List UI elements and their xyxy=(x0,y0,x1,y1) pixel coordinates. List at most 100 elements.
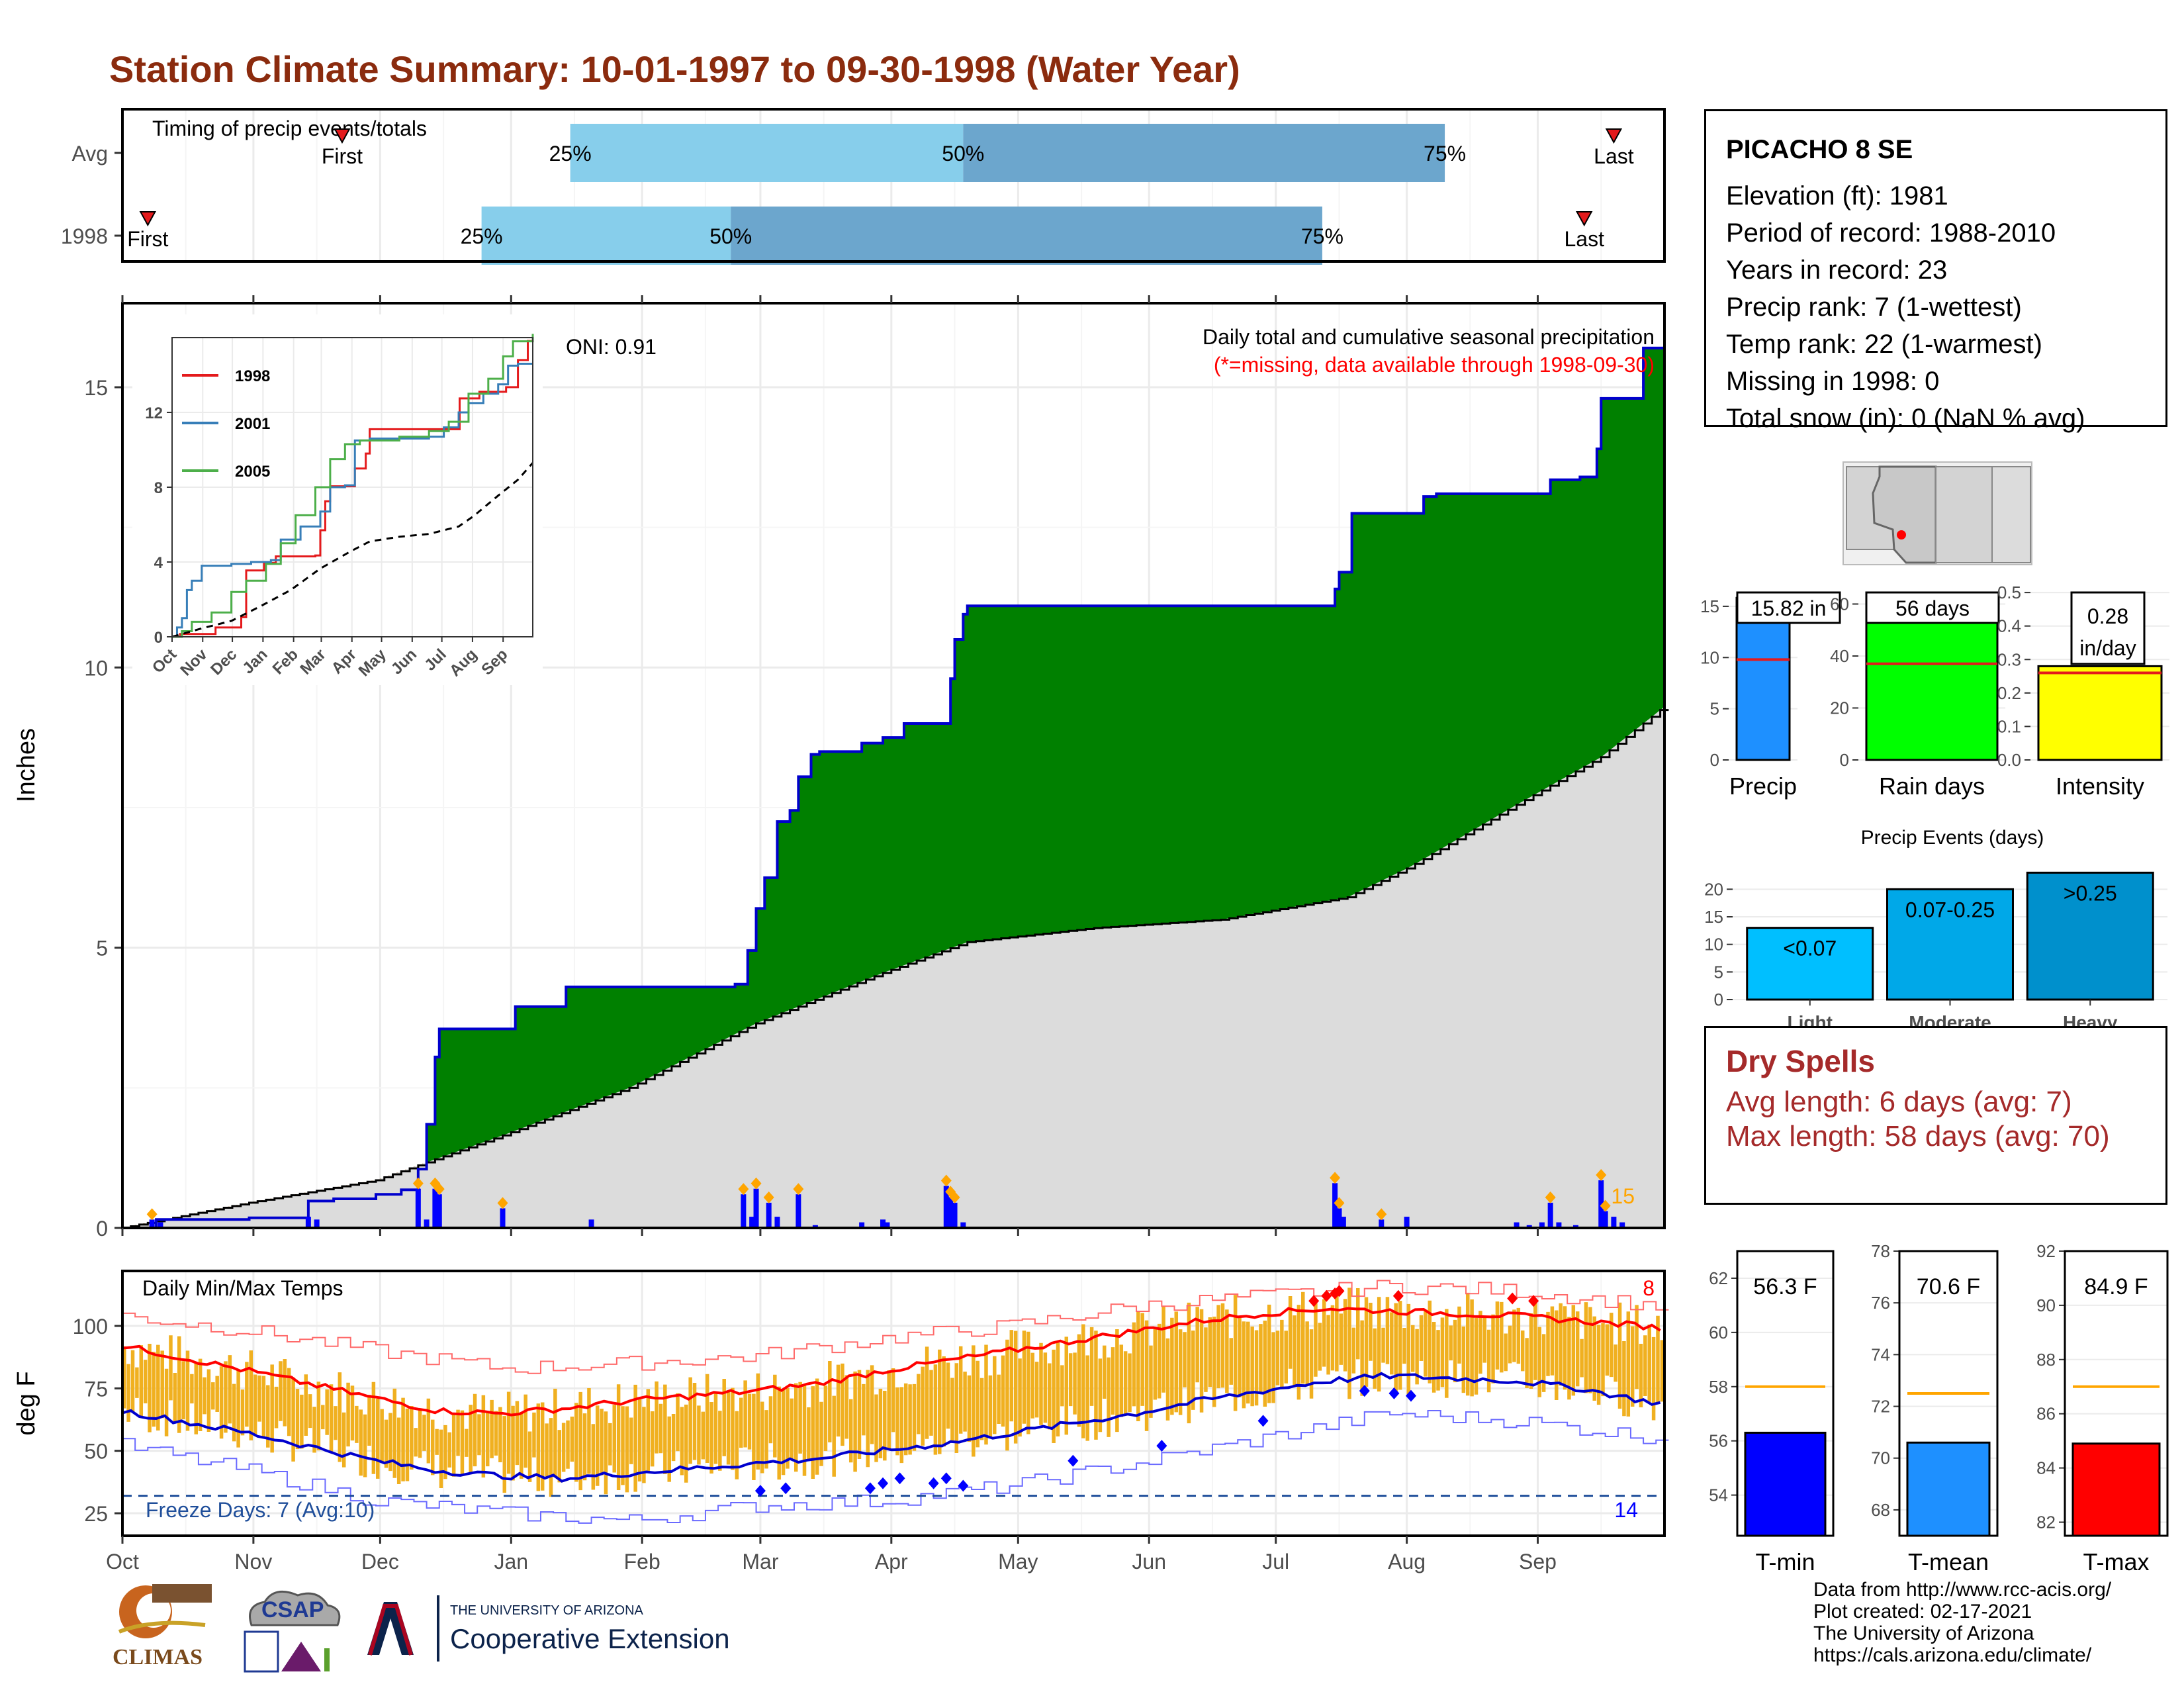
climas-logo[interactable]: CLIMAS xyxy=(106,1579,218,1678)
precip-normal-area xyxy=(122,706,1664,1228)
tsum-1-xlabel: T-mean xyxy=(1908,1548,1989,1575)
precip-daily-bar xyxy=(766,1202,772,1228)
map-texas xyxy=(1991,466,2031,563)
precip-daily-bar xyxy=(749,1217,755,1228)
timing-last-label: Last xyxy=(1594,144,1634,168)
precip-event-marker xyxy=(146,1208,158,1221)
precip-event-marker xyxy=(497,1197,508,1209)
precip-daily-bar xyxy=(314,1219,320,1228)
precip-frame xyxy=(121,302,1666,1229)
tsum-1-ytick-label: 76 xyxy=(1871,1293,1890,1313)
timing-chart: Timing of precip events/totals 25% 50% 75% F… xyxy=(61,108,1666,265)
timing-last-label: Last xyxy=(1564,227,1604,251)
temp-record-low-marker xyxy=(1405,1389,1416,1402)
csap-logo[interactable]: CSAP xyxy=(232,1585,351,1678)
events-title: Precip Events (days) xyxy=(1861,827,2044,849)
timing-bar-50-75 xyxy=(731,207,1322,265)
tsum-1-ytick-label: 72 xyxy=(1871,1397,1890,1417)
temp-ytick-label: 50 xyxy=(84,1440,108,1464)
precip-daily-bar xyxy=(943,1186,949,1228)
total-2-ytick-label: 0.0 xyxy=(1997,750,2021,770)
total-0-bar xyxy=(1735,596,1791,761)
temp-ylabel: deg F xyxy=(13,1371,40,1435)
map-new-mexico xyxy=(1935,466,1993,563)
precip-daily-bar xyxy=(952,1202,958,1228)
station-elevation: Elevation (ft): 1981 xyxy=(1726,181,1948,211)
precip-event-marker xyxy=(1545,1191,1556,1203)
temp-xtick-label: Dec xyxy=(361,1550,399,1573)
dry-spells-avg: Avg length: 6 days (avg: 7) xyxy=(1726,1086,2072,1118)
precip-event-marker xyxy=(1330,1172,1341,1184)
total-2-ytick-label: 0.5 xyxy=(1997,583,2021,602)
record-high-count: 8 xyxy=(1643,1276,1655,1300)
timing-row-label: Avg xyxy=(71,142,108,165)
temp-record-high-line xyxy=(122,1280,1669,1374)
precip-totals-charts: 0 5 10 15 Precip 15.82 in 0 20 40 60 Rain days 56 d… xyxy=(1700,583,2169,800)
inset-frame xyxy=(171,337,533,637)
inset-ytick-label: 12 xyxy=(145,404,163,422)
timing-q50-label: 50% xyxy=(709,224,752,248)
temp-record-low-marker xyxy=(958,1479,969,1492)
events-ytick-label: 5 xyxy=(1714,962,1723,982)
temp-xtick-label: Oct xyxy=(106,1550,139,1573)
temp-record-low-marker xyxy=(878,1477,889,1489)
precip-daily-bar xyxy=(1611,1217,1617,1228)
university-of-arizona-logo[interactable]: THE UNIVERSITY OF ARIZONA Cooperative Ex… xyxy=(361,1595,745,1668)
precip-daily-bar xyxy=(149,1219,155,1228)
timing-q25-label: 25% xyxy=(549,142,592,165)
total-2-ytick-label: 0.1 xyxy=(1997,716,2021,736)
precip-daily-bar xyxy=(812,1225,818,1228)
tsum-0-ytick-label: 58 xyxy=(1709,1377,1728,1397)
tsum-1-ytick-label: 74 xyxy=(1871,1344,1890,1364)
credit-university: The University of Arizona xyxy=(1813,1622,2034,1644)
timing-first-marker xyxy=(334,128,351,144)
credit-plot-created: Plot created: 02-17-2021 xyxy=(1813,1601,2032,1622)
inset-ytick-label: 4 xyxy=(154,554,163,572)
events-bar-light xyxy=(1746,927,1874,1001)
precip-daily-bar xyxy=(415,1188,421,1228)
timing-row-label: 1998 xyxy=(61,224,108,248)
precip-daily-bar xyxy=(424,1219,430,1228)
total-2-value-label: 0.28 xyxy=(2087,604,2128,628)
temp-record-low-marker xyxy=(1068,1454,1079,1467)
station-missing: Missing in 1998: 0 xyxy=(1726,367,1940,396)
total-2-bar xyxy=(2037,665,2163,761)
timing-bar-50-75 xyxy=(963,124,1445,182)
precip-daily-bar xyxy=(753,1188,759,1228)
tsum-2-ytick-label: 82 xyxy=(2036,1513,2056,1532)
precip-daily-bar xyxy=(500,1208,506,1228)
tsum-0-value-label: 56.3 F xyxy=(1753,1274,1817,1299)
total-1-ytick-label: 40 xyxy=(1830,646,1849,666)
temp-ytick-label: 100 xyxy=(73,1315,108,1338)
temp-record-high-marker xyxy=(1321,1289,1332,1302)
timing-q50-label: 50% xyxy=(942,142,984,165)
precip-event-marker xyxy=(751,1177,762,1190)
inset-ytick-label: 0 xyxy=(154,629,163,647)
events-bar-label: >0.25 xyxy=(2064,881,2117,905)
temp-frame xyxy=(121,1270,1666,1537)
events-bar-label: <0.07 xyxy=(1783,937,1837,961)
temp-record-low-marker xyxy=(940,1472,952,1485)
precip-daily-bar xyxy=(1619,1222,1625,1228)
temp-record-low-marker xyxy=(928,1477,939,1489)
ua-small-text: THE UNIVERSITY OF ARIZONA xyxy=(450,1603,643,1618)
inset-avg-line xyxy=(171,462,534,638)
precip-daily-bar xyxy=(1332,1183,1338,1228)
precip-corner-count: 15 xyxy=(1611,1184,1635,1208)
precip-daily-bar xyxy=(960,1222,966,1228)
tsum-2-xlabel: T-max xyxy=(2083,1548,2149,1575)
events-ytick-label: 0 xyxy=(1714,990,1723,1009)
total-0-value-box xyxy=(1736,591,1841,624)
timing-first-label: First xyxy=(127,227,168,251)
page-title: Station Climate Summary: 10-01-1997 to 0… xyxy=(109,48,1240,90)
precip-ytick-label: 10 xyxy=(84,656,108,680)
temp-record-low-marker xyxy=(1359,1385,1370,1397)
tsum-1-ytick-label: 68 xyxy=(1871,1500,1890,1520)
events-ytick-label: 20 xyxy=(1704,879,1723,899)
precip-daily-bar xyxy=(948,1197,954,1228)
inset-ytick-label: 8 xyxy=(154,479,163,497)
total-1-value-label: 56 days xyxy=(1895,596,1970,620)
precip-daily-bar xyxy=(796,1194,801,1228)
tsum-2-ytick-label: 84 xyxy=(2036,1458,2056,1478)
